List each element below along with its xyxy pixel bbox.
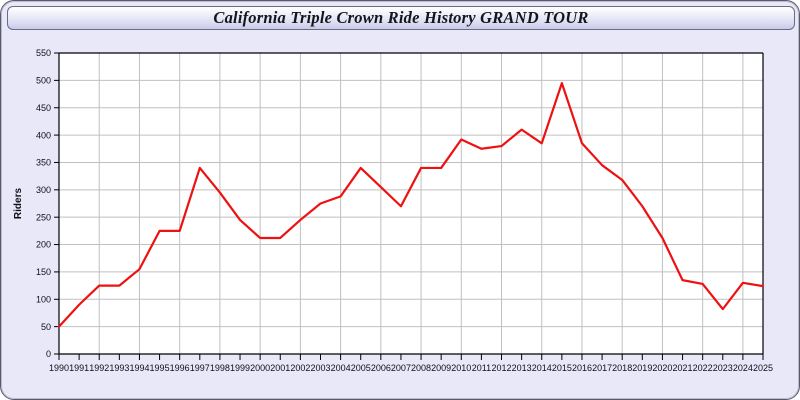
chart-plot-region: 0 50 100 150 200 250 300 350 400 450 500 550 1990 19… [1, 33, 799, 399]
title-bar: California Triple Crown Ride History GRA… [7, 6, 795, 30]
y-tick-label: 400 [36, 130, 51, 140]
chart-title: California Triple Crown Ride History GRA… [213, 8, 589, 27]
y-tick-label: 350 [36, 158, 51, 168]
x-tick-label: 2015 [552, 363, 572, 373]
x-tick-label: 2004 [331, 363, 351, 373]
x-tick-label: 2010 [451, 363, 471, 373]
y-axis-title: Riders [13, 188, 24, 220]
x-tick-label: 2001 [270, 363, 290, 373]
x-tick-label: 2012 [491, 363, 511, 373]
x-tick-label: 2020 [652, 363, 672, 373]
x-tick-label: 2019 [632, 363, 652, 373]
y-tick-label: 100 [36, 294, 51, 304]
x-tick-label: 2018 [612, 363, 632, 373]
x-tick-label: 1998 [210, 363, 230, 373]
x-tick-label: 1999 [230, 363, 250, 373]
x-tick-label: 2006 [371, 363, 391, 373]
x-tick-label: 2002 [290, 363, 310, 373]
x-tick-label: 2008 [411, 363, 431, 373]
x-tick-label: 2014 [532, 363, 552, 373]
y-tick-label: 50 [41, 322, 51, 332]
x-tick-label: 1997 [190, 363, 210, 373]
y-axis: 0 50 100 150 200 250 300 350 400 450 500 550 [36, 48, 763, 359]
x-tick-label: 1993 [109, 363, 129, 373]
x-tick-label: 2000 [250, 363, 270, 373]
x-tick-label: 1990 [49, 363, 69, 373]
y-tick-label: 250 [36, 212, 51, 222]
y-tick-label: 0 [46, 349, 51, 359]
y-axis-label-text: Riders [13, 188, 24, 220]
x-axis: 1990 1991 1992 1993 1994 1995 1996 1997 1998 1999… [49, 53, 773, 373]
x-tick-label: 2016 [572, 363, 592, 373]
x-tick-label: 2022 [693, 363, 713, 373]
x-tick-label: 1995 [150, 363, 170, 373]
riders-line-series [57, 81, 765, 328]
x-tick-label: 1996 [170, 363, 190, 373]
x-tick-label: 2024 [733, 363, 753, 373]
y-tick-label: 500 [36, 76, 51, 86]
x-tick-label: 2007 [391, 363, 411, 373]
y-tick-label: 300 [36, 185, 51, 195]
x-tick-label: 2017 [592, 363, 612, 373]
data-series [57, 81, 765, 328]
x-tick-label: 1992 [89, 363, 109, 373]
x-tick-label: 2009 [431, 363, 451, 373]
x-tick-label: 2003 [310, 363, 330, 373]
x-tick-label: 2021 [673, 363, 693, 373]
x-tick-label: 1991 [69, 363, 89, 373]
x-tick-label: 2011 [472, 363, 491, 373]
y-tick-label: 150 [36, 267, 51, 277]
plot-background [59, 53, 763, 354]
x-tick-label: 1994 [129, 363, 149, 373]
x-tick-label: 2005 [351, 363, 371, 373]
y-tick-label: 450 [36, 103, 51, 113]
x-tick-label: 2023 [713, 363, 733, 373]
y-tick-label: 200 [36, 240, 51, 250]
y-tick-label: 550 [36, 48, 51, 58]
x-tick-label: 2013 [512, 363, 532, 373]
x-tick-label: 2025 [753, 363, 773, 373]
